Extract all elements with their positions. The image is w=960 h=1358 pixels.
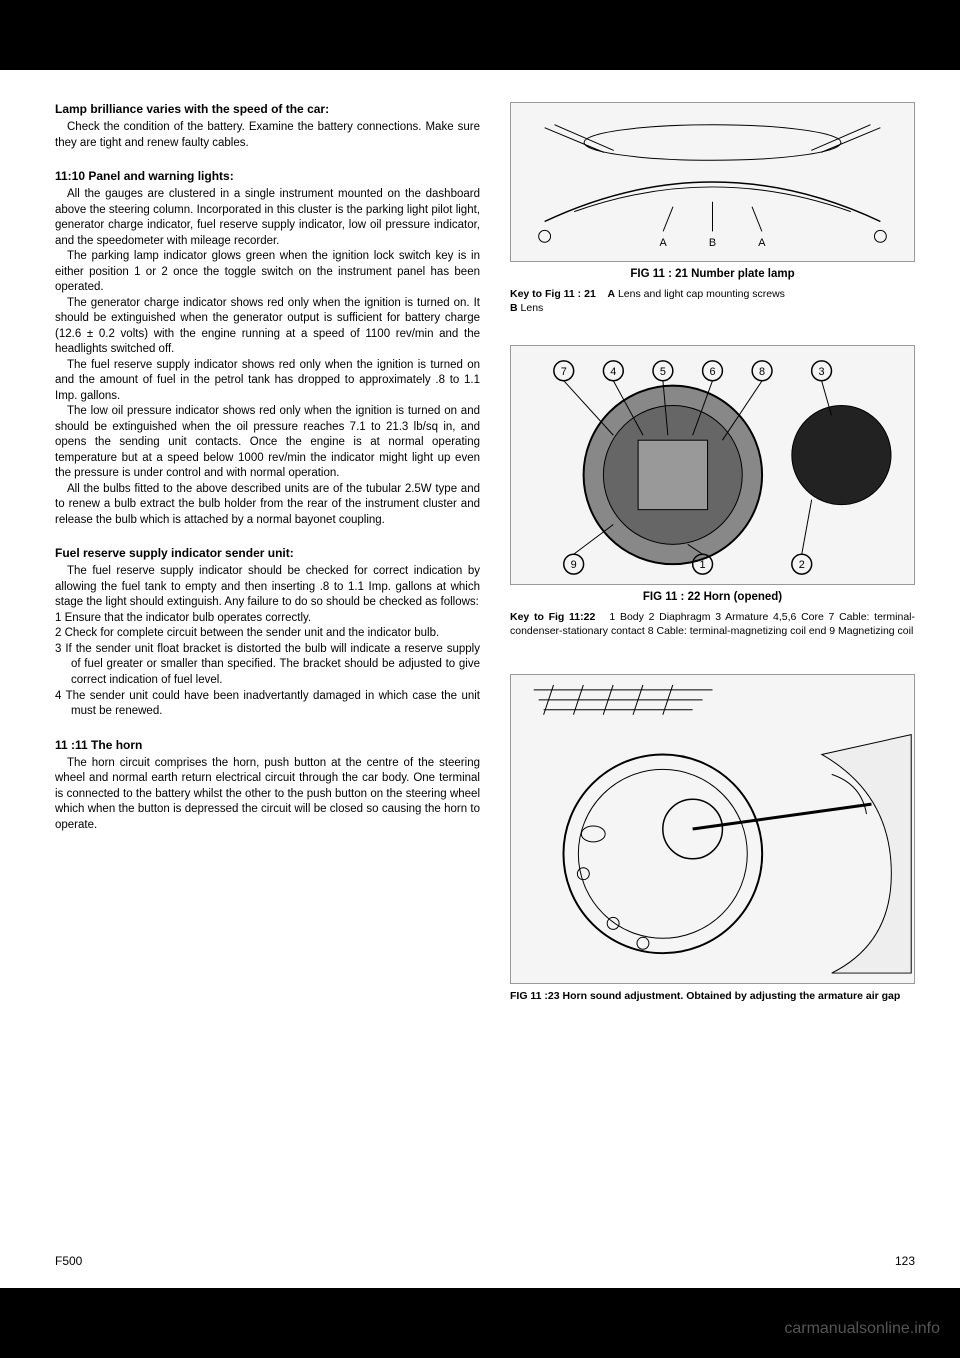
right-column: A B A FIG 11 : 21 Number plate lamp Key … — [510, 102, 915, 1234]
fig22-num-2: 2 — [799, 559, 805, 571]
fig22-num-7: 7 — [561, 366, 567, 378]
para-sender-check: The fuel reserve supply indicator should… — [55, 564, 480, 611]
key-fig22-label: Key to Fig 11:22 — [510, 611, 595, 623]
fig22-num-4: 4 — [610, 366, 616, 378]
key-fig21-label: Key to Fig 11 : 21 — [510, 288, 596, 300]
figure-11-23 — [510, 674, 915, 984]
list-item-1: 1 Ensure that the indicator bulb operate… — [55, 611, 480, 627]
heading-panel-lights: 11:10 Panel and warning lights: — [55, 169, 480, 183]
footer-model: F500 — [55, 1254, 82, 1268]
fig22-num-6: 6 — [709, 366, 715, 378]
heading-fuel-sender: Fuel reserve supply indicator sender uni… — [55, 546, 480, 560]
key-fig22: Key to Fig 11:22 1 Body 2 Diaphragm 3 Ar… — [510, 611, 915, 638]
fig22-num-3: 3 — [819, 366, 825, 378]
page-footer: F500 123 — [55, 1254, 915, 1268]
para-fuel-indicator: The fuel reserve supply indicator shows … — [55, 358, 480, 405]
key-fig21-a-text: Lens and light cap mounting screws — [618, 288, 785, 300]
figure-11-22: 7 4 5 6 8 3 9 1 2 — [510, 345, 915, 585]
fig22-num-5: 5 — [660, 366, 666, 378]
caption-fig23-text: FIG 11 :23 Horn sound adjustment. Obtain… — [510, 990, 900, 1002]
manual-page: Lamp brilliance varies with the speed of… — [0, 70, 960, 1288]
fig22-num-8: 8 — [759, 366, 765, 378]
para-battery-check: Check the condition of the battery. Exam… — [55, 120, 480, 151]
para-gauges-cluster: All the gauges are clustered in a single… — [55, 187, 480, 249]
para-bulbs: All the bulbs fitted to the above descri… — [55, 482, 480, 529]
key-fig21: Key to Fig 11 : 21 A Lens and light cap … — [510, 288, 915, 315]
fig22-num-9: 9 — [571, 559, 577, 571]
para-oil-indicator: The low oil pressure indicator shows red… — [55, 404, 480, 482]
caption-fig23: FIG 11 :23 Horn sound adjustment. Obtain… — [510, 990, 915, 1004]
left-column: Lamp brilliance varies with the speed of… — [55, 102, 480, 1234]
watermark: carmanualsonline.info — [784, 1320, 940, 1338]
heading-horn: 11 :11 The horn — [55, 738, 480, 752]
footer-page-number: 123 — [895, 1254, 915, 1268]
caption-fig21: FIG 11 : 21 Number plate lamp — [510, 268, 915, 280]
fig21-label-a-right: A — [758, 237, 766, 249]
para-parking-indicator: The parking lamp indicator glows green w… — [55, 249, 480, 296]
figure-11-21: A B A — [510, 102, 915, 262]
content-columns: Lamp brilliance varies with the speed of… — [55, 102, 915, 1234]
fig21-label-b: B — [709, 237, 716, 249]
list-item-4: 4 The sender unit could have been inadve… — [55, 689, 480, 720]
caption-fig22: FIG 11 : 22 Horn (opened) — [510, 591, 915, 603]
list-item-3: 3 If the sender unit float bracket is di… — [55, 642, 480, 689]
list-item-2: 2 Check for complete circuit between the… — [55, 626, 480, 642]
fig21-label-a-left: A — [660, 237, 668, 249]
key-fig21-a: A — [607, 288, 615, 300]
key-fig21-b: B — [510, 302, 518, 314]
para-horn-circuit: The horn circuit comprises the horn, pus… — [55, 756, 480, 834]
heading-lamp-brilliance: Lamp brilliance varies with the speed of… — [55, 102, 480, 116]
key-fig21-b-text: Lens — [521, 302, 544, 314]
para-generator-indicator: The generator charge indicator shows red… — [55, 296, 480, 358]
fig22-num-1: 1 — [700, 559, 706, 571]
